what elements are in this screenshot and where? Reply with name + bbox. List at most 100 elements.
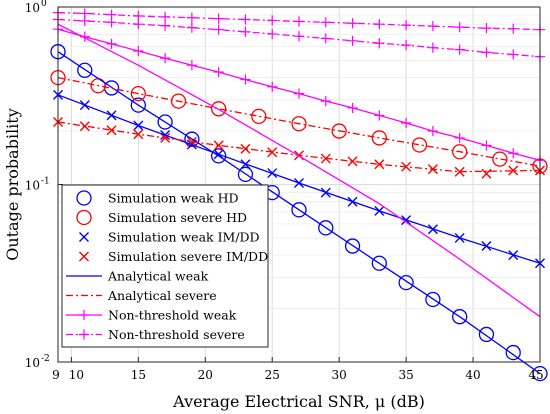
data-point-circle xyxy=(291,116,307,132)
data-point-plus xyxy=(481,140,492,151)
series-8 xyxy=(52,24,546,166)
y-tick-exponent: -2 xyxy=(41,354,50,364)
legend-entry: Simulation severe HD xyxy=(76,209,247,226)
data-point-plus xyxy=(133,19,144,30)
data-point-circle xyxy=(371,130,387,146)
data-point-plus xyxy=(374,19,385,30)
data-point-circle xyxy=(344,238,361,254)
data-point-plus xyxy=(106,17,117,28)
data-point-cross xyxy=(374,159,385,170)
data-point-plus xyxy=(427,42,438,53)
data-point-cross xyxy=(79,121,90,132)
series-10 xyxy=(52,7,546,35)
data-point-plus xyxy=(401,20,412,31)
series-line xyxy=(57,94,541,264)
data-point-plus xyxy=(160,53,171,64)
series-6 xyxy=(57,76,541,167)
data-point-plus xyxy=(160,20,171,31)
data-point-circle xyxy=(478,326,495,343)
data-point-circle xyxy=(425,291,441,308)
y-tick-label: 10 xyxy=(25,1,40,15)
data-point-plus xyxy=(508,148,519,159)
data-point-plus xyxy=(347,18,358,29)
data-point-cross xyxy=(481,168,492,179)
data-point-cross xyxy=(508,165,519,176)
data-point-plus xyxy=(320,17,331,28)
data-point-plus xyxy=(240,14,251,25)
data-point-plus xyxy=(401,40,412,51)
data-point-plus xyxy=(293,31,305,42)
legend-entry: Analytical severe xyxy=(66,288,217,303)
series-line xyxy=(57,51,541,375)
data-point-plus xyxy=(213,24,224,35)
x-tick-label: 20 xyxy=(198,368,213,382)
data-point-circle xyxy=(237,166,254,183)
data-point-circle xyxy=(411,137,428,153)
data-point-plus xyxy=(481,47,492,58)
data-point-plus xyxy=(106,38,117,49)
legend-entry: Simulation weak IM/DD xyxy=(79,230,260,245)
legend-label: Analytical weak xyxy=(107,269,209,284)
data-point-circle xyxy=(492,151,508,167)
data-point-plus xyxy=(508,49,519,60)
data-point-circle xyxy=(452,144,468,160)
data-point-circle xyxy=(130,85,146,102)
legend-label: Simulation weak HD xyxy=(108,191,239,206)
data-point-circle xyxy=(331,123,347,139)
data-point-plus xyxy=(267,15,278,26)
legend-entry: Analytical weak xyxy=(66,269,209,284)
data-point-cross xyxy=(79,251,89,262)
data-point-cross xyxy=(106,125,117,136)
legend-box xyxy=(61,184,269,348)
data-point-circle xyxy=(211,148,227,164)
data-point-plus xyxy=(508,23,519,34)
data-point-plus xyxy=(186,22,197,33)
data-point-circle xyxy=(318,220,334,236)
data-point-plus xyxy=(347,102,358,114)
data-point-circle xyxy=(211,101,227,117)
x-tick-label: 40 xyxy=(465,368,480,382)
data-point-plus xyxy=(186,60,197,71)
series-11 xyxy=(52,14,546,62)
data-point-plus xyxy=(320,96,331,107)
legend-label: Simulation severe HD xyxy=(108,210,247,225)
data-point-plus xyxy=(454,132,465,144)
data-point-plus xyxy=(454,44,465,55)
data-point-plus xyxy=(454,22,465,33)
legend-label: Simulation severe IM/DD xyxy=(108,249,268,264)
data-point-plus xyxy=(481,23,492,34)
x-tick-label: 25 xyxy=(265,368,280,382)
data-point-plus xyxy=(160,11,171,22)
data-point-plus xyxy=(320,33,331,44)
legend-label: Analytical severe xyxy=(107,288,217,303)
series-1 xyxy=(50,69,548,174)
data-point-plus xyxy=(293,16,305,27)
data-point-plus xyxy=(427,21,438,32)
axes xyxy=(57,6,541,363)
data-point-cross xyxy=(347,156,358,167)
data-point-circle xyxy=(398,274,414,291)
series-line xyxy=(57,23,541,318)
data-point-circle xyxy=(505,344,521,361)
legend: Simulation weak HD Simulation severe HD Si… xyxy=(61,184,269,348)
data-point-plus xyxy=(293,88,305,99)
data-point-cross xyxy=(240,143,251,154)
data-point-plus xyxy=(213,66,224,78)
data-point-plus xyxy=(79,15,90,27)
y-axis-label: Outage probability xyxy=(3,108,22,261)
data-series xyxy=(50,7,548,382)
series-4 xyxy=(57,94,541,264)
data-point-cross xyxy=(454,166,465,177)
data-point-plus xyxy=(427,125,438,137)
y-tick-label: 10 xyxy=(25,356,40,370)
data-point-plus xyxy=(374,38,385,49)
series-9 xyxy=(57,23,541,318)
data-point-circle xyxy=(170,93,187,109)
data-point-plus xyxy=(78,309,90,321)
data-point-plus xyxy=(347,35,358,46)
series-line xyxy=(57,76,541,167)
data-point-circle xyxy=(291,202,307,218)
data-point-cross xyxy=(79,232,89,242)
